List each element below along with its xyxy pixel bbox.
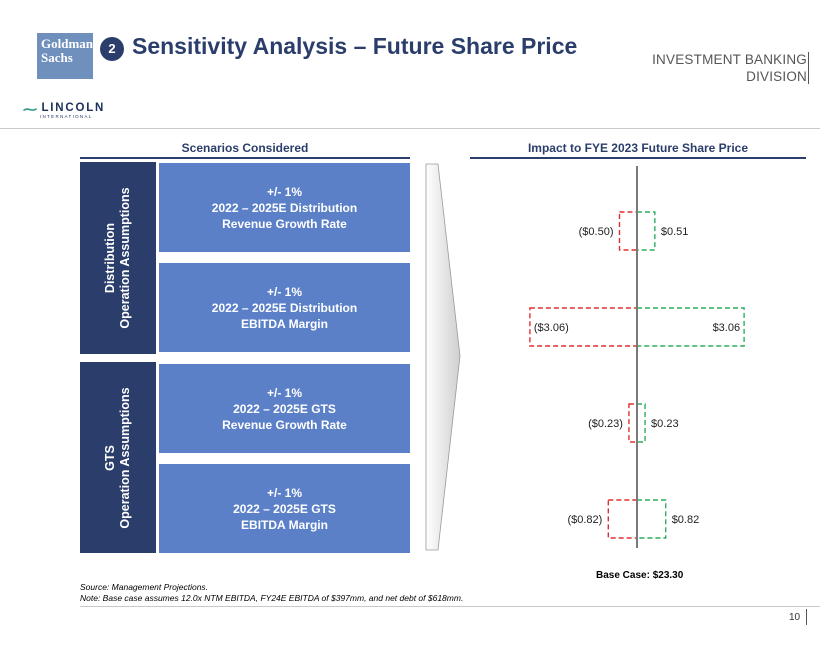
scenario-line-1: +/- 1% <box>266 184 302 199</box>
scenario-box-4: +/- 1% 2022 – 2025E GTS EBITDA Margin <box>159 464 410 553</box>
group-gts-label: GTS Operation Assumptions <box>103 387 133 528</box>
scenario-line-2: 2022 – 2025E GTS <box>233 501 336 516</box>
group-label-line-2: Operation Assumptions <box>118 386 132 529</box>
lincoln-wave-icon: ⁓ <box>23 101 37 117</box>
group-label-line-1: Distribution <box>103 222 117 294</box>
assumption-note: Note: Base case assumes 12.0x NTM EBITDA… <box>80 592 464 603</box>
scenario-line-2: 2022 – 2025E Distribution <box>211 300 358 315</box>
footnote: Source: Management Projections. Note: Ba… <box>80 582 463 603</box>
tornado-chart: ($0.50) $0.51 ($3.06) $3.06 ($0.23) $0.23 ($0.… <box>425 163 745 551</box>
section-number-badge: 2 <box>100 37 124 61</box>
downside-label-2: ($3.06) <box>534 322 569 334</box>
upside-label-1: $0.51 <box>661 226 689 238</box>
scenario-line-1: +/- 1% <box>266 284 302 299</box>
goldman-sachs-logo: Goldman Sachs <box>37 33 93 79</box>
chart-title-rule <box>470 157 806 159</box>
scenario-box-3: +/- 1% 2022 – 2025E GTS Revenue Growth R… <box>159 364 410 453</box>
upside-label-4: $0.82 <box>672 514 700 526</box>
downside-bar-3 <box>628 403 638 443</box>
scenarios-heading: Scenarios Considered <box>181 141 309 155</box>
lincoln-subtitle: INTERNATIONAL <box>40 114 93 119</box>
downside-label-4: ($0.82) <box>567 514 602 526</box>
scenario-line-3: EBITDA Margin <box>241 316 328 331</box>
division-divider <box>808 52 809 84</box>
scenario-box-1: +/- 1% 2022 – 2025E Distribution Revenue… <box>159 163 410 252</box>
page-number: 10 <box>789 612 801 623</box>
scenario-line-3: EBITDA Margin <box>241 517 328 532</box>
scenario-line-3: Revenue Growth Rate <box>222 417 347 432</box>
base-case-label: Base Case: $23.30 <box>596 570 684 581</box>
group-label-line-1: GTS <box>103 444 117 471</box>
logo-line-1: Goldman <box>41 36 94 51</box>
upside-bar-4 <box>636 499 667 539</box>
scenario-line-1: +/- 1% <box>266 385 302 400</box>
page-title: Sensitivity Analysis – Future Share Pric… <box>132 33 578 59</box>
scenario-line-3: Revenue Growth Rate <box>222 216 347 231</box>
scenario-box-2: +/- 1% 2022 – 2025E Distribution EBITDA … <box>159 263 410 352</box>
group-gts: GTS Operation Assumptions <box>80 362 156 553</box>
group-distribution-label: Distribution Operation Assumptions <box>103 187 133 328</box>
upside-bar-1 <box>636 211 656 251</box>
group-distribution: Distribution Operation Assumptions <box>80 162 156 354</box>
scenarios-heading-rule <box>80 157 410 159</box>
group-label-line-2: Operation Assumptions <box>118 187 132 329</box>
scenario-line-2: 2022 – 2025E GTS <box>233 401 336 416</box>
header-divider <box>0 128 820 129</box>
downside-bar-1 <box>618 211 638 251</box>
flow-arrow <box>425 163 461 551</box>
upside-label-2: $3.06 <box>713 322 741 334</box>
upside-label-3: $0.23 <box>651 418 679 430</box>
downside-bar-4 <box>607 499 638 539</box>
page-number-divider <box>806 609 807 625</box>
division-line-2: DIVISION <box>746 69 807 84</box>
scenario-line-1: +/- 1% <box>266 485 302 500</box>
logo-line-2: Sachs <box>41 50 73 65</box>
chart-title: Impact to FYE 2023 Future Share Price <box>527 141 749 155</box>
footer-divider <box>80 606 820 607</box>
chart-bars: ($0.50) $0.51 ($3.06) $3.06 ($0.23) $0.23 ($0.… <box>529 211 745 539</box>
downside-label-1: ($0.50) <box>579 226 614 238</box>
lincoln-logo: ⁓ LINCOLN <box>23 101 105 119</box>
source-note: Source: Management Projections. <box>80 582 209 592</box>
upside-bar-3 <box>636 403 646 443</box>
lincoln-name: LINCOLN <box>41 102 106 114</box>
downside-label-3: ($0.23) <box>588 418 623 430</box>
scenario-line-2: 2022 – 2025E Distribution <box>211 200 358 215</box>
division-label: INVESTMENT BANKING DIVISION <box>652 51 807 85</box>
division-line-1: INVESTMENT BANKING <box>652 52 807 67</box>
